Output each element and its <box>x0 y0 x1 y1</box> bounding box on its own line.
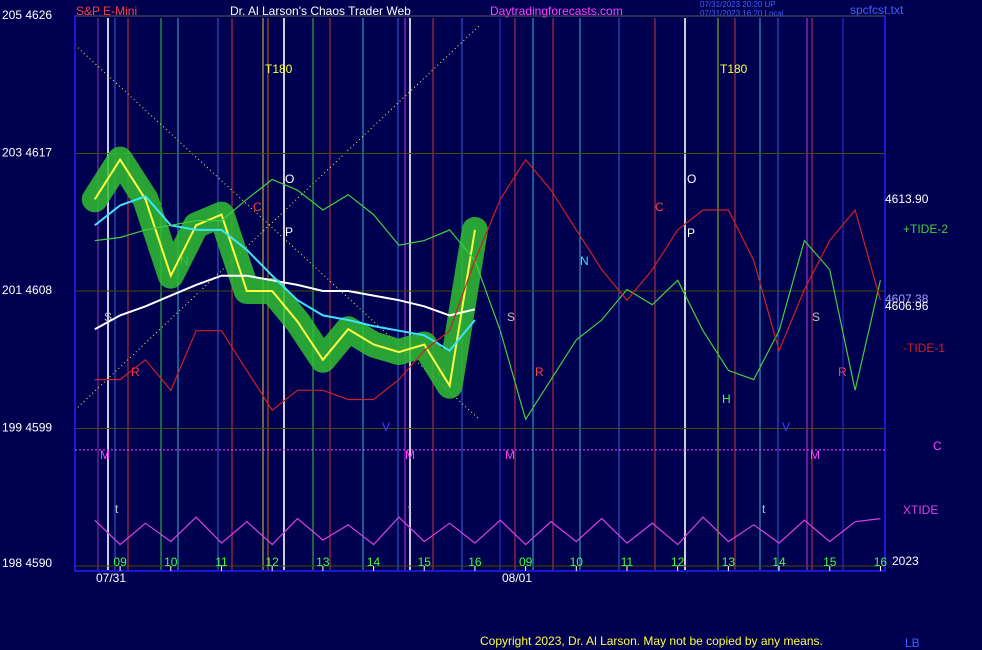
site-name: Daytradingforecasts.com <box>490 4 623 18</box>
annotation: t <box>408 502 412 516</box>
x-tick-label: 11 <box>621 555 634 569</box>
timestamp: 07/31/2023 20:20 UP <box>700 0 776 9</box>
annotation: R <box>131 365 140 379</box>
legend-label: -TIDE-1 <box>903 341 945 355</box>
series-line <box>94 178 881 421</box>
annotation: M <box>505 448 515 462</box>
file-name: spcfcst.txt <box>850 3 904 17</box>
date-label: 08/01 <box>502 571 532 585</box>
right-label: 4607.38 <box>885 292 929 306</box>
right-label: 4606.96 <box>885 299 929 313</box>
chart-subtitle: S&P E-Mini <box>76 4 137 18</box>
series-line <box>94 516 881 546</box>
legend-label: XTIDE <box>903 503 938 517</box>
annotation: C <box>655 200 664 214</box>
y-tick-label: 203 4617 <box>2 146 52 160</box>
annotation: H <box>722 392 731 406</box>
y-tick-label: 205 4626 <box>2 8 52 22</box>
annotation: C <box>253 200 262 214</box>
annotation: R <box>535 365 544 379</box>
legend-label: +TIDE-2 <box>903 222 948 236</box>
x-tick-label: 14 <box>367 555 381 569</box>
annotation: S <box>812 310 820 324</box>
annotation: T180 <box>265 62 293 76</box>
date-label: 07/31 <box>96 571 126 585</box>
series-line <box>94 274 476 331</box>
x-tick-label: 14 <box>772 555 786 569</box>
y-tick-label: 201 4608 <box>2 283 52 297</box>
year: 2023 <box>892 554 919 568</box>
series-line <box>94 195 476 352</box>
annotation: O <box>687 172 696 186</box>
x-tick-label: 16 <box>468 555 482 569</box>
x-tick-label: 16 <box>874 555 888 569</box>
x-tick-label: 09 <box>519 555 533 569</box>
right-label: 4613.90 <box>885 192 929 206</box>
annotation: M <box>100 448 110 462</box>
x-tick-label: 13 <box>316 555 330 569</box>
annotation: V <box>782 420 790 434</box>
right-label: C <box>933 439 942 453</box>
x-tick-label: 10 <box>164 555 178 569</box>
annotation: P <box>285 225 293 239</box>
x-tick-label: 15 <box>418 555 432 569</box>
annotation: O <box>285 172 294 186</box>
annotation: S <box>507 310 515 324</box>
y-tick-label: 199 4599 <box>2 421 52 435</box>
annotation: M <box>405 448 415 462</box>
annotation: S <box>104 310 112 324</box>
annotation: t <box>115 502 119 516</box>
x-tick-label: 13 <box>722 555 736 569</box>
annotation: V <box>382 420 390 434</box>
annotation: N <box>580 254 589 268</box>
annotation: T180 <box>720 62 748 76</box>
x-tick-label: 10 <box>570 555 584 569</box>
x-tick-label: 12 <box>671 555 685 569</box>
x-tick-label: 12 <box>265 555 279 569</box>
x-tick-label: 11 <box>215 555 228 569</box>
annotation: M <box>810 448 820 462</box>
annotation: t <box>762 502 766 516</box>
chart-title: Dr. Al Larson's Chaos Trader Web <box>230 4 411 18</box>
y-tick-label: 198 4590 <box>2 556 52 570</box>
copyright: Copyright 2023, Dr. Al Larson. May not b… <box>480 634 823 648</box>
x-tick-label: 15 <box>823 555 837 569</box>
annotation: R <box>838 365 847 379</box>
series-line <box>93 157 476 389</box>
timestamp: 07/31/2023 16:20 Local <box>700 9 784 18</box>
annotation: P <box>687 226 695 240</box>
series-line <box>94 158 881 412</box>
corner-label: LB <box>905 636 920 650</box>
x-tick-label: 09 <box>113 555 127 569</box>
